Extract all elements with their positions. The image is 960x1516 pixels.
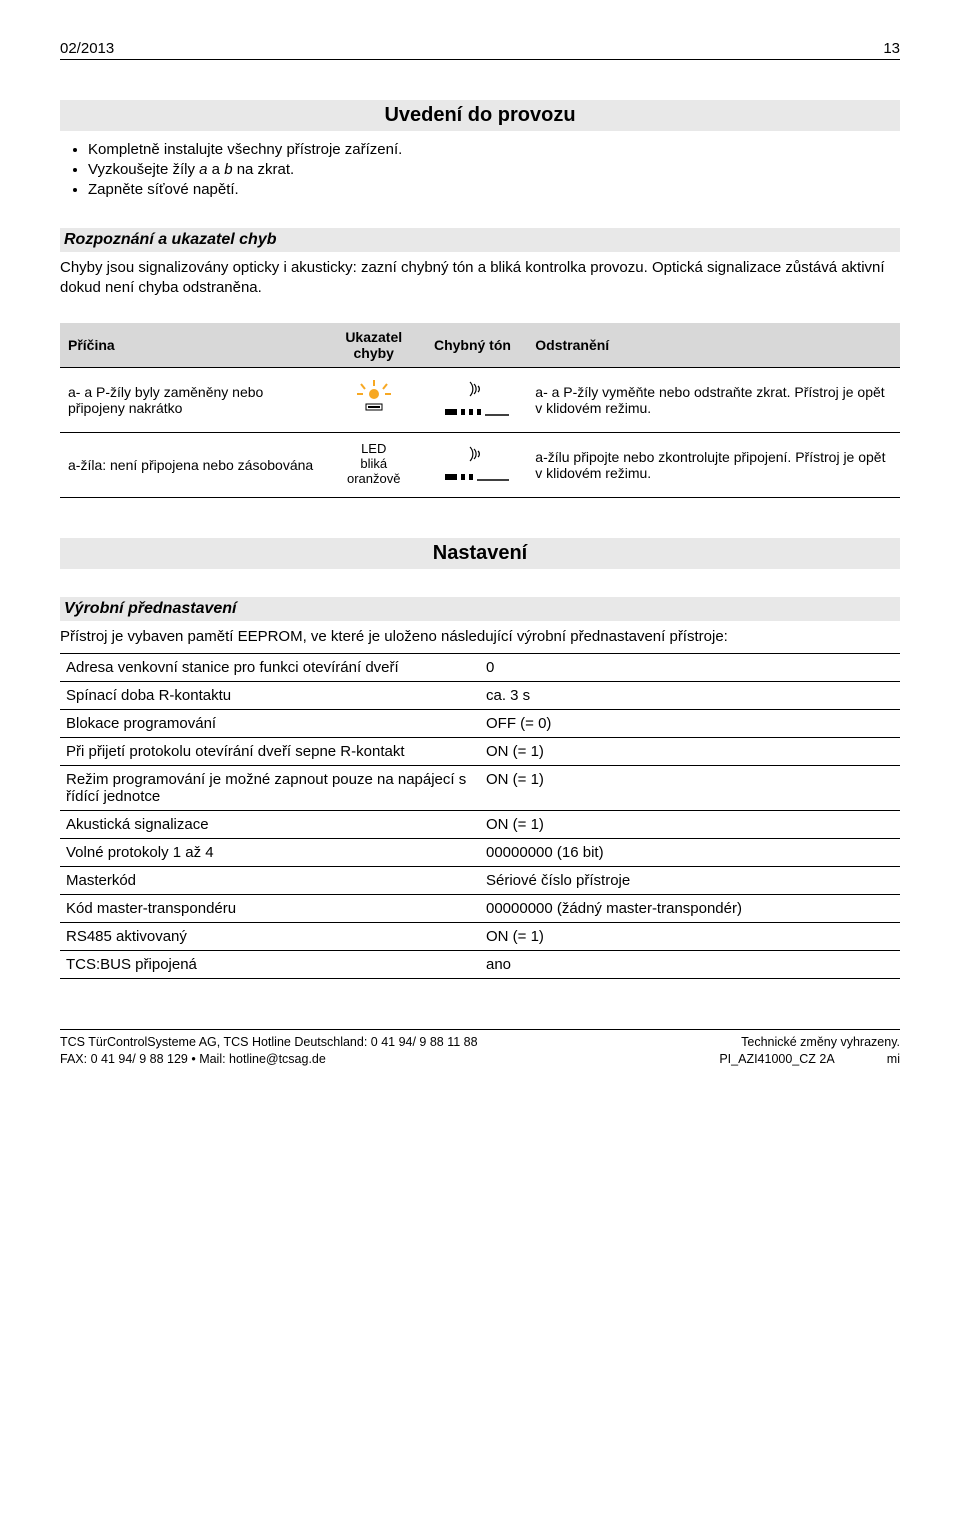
settings-subhead: Výrobní přednastavení (60, 597, 900, 621)
setting-value: Sériové číslo přístroje (480, 866, 900, 894)
setting-value: OFF (= 0) (480, 709, 900, 737)
errors-heading: Rozpoznání a ukazatel chyb (60, 228, 900, 252)
setting-value: 0 (480, 653, 900, 681)
setting-value: 00000000 (žádný master-transpondér) (480, 894, 900, 922)
setting-label: Režim programování je možné zapnout pouz… (60, 765, 480, 810)
table-row: Při přijetí protokolu otevírání dveří se… (60, 737, 900, 765)
table-row: Adresa venkovní stanice pro funkci oteví… (60, 653, 900, 681)
tone-pattern-icon (445, 408, 509, 424)
cause-cell: a- a P-žíly byly zaměněny nebo připojeny… (60, 367, 321, 432)
col-remedy: Odstranění (527, 323, 900, 368)
tone-pattern-icon (445, 473, 509, 489)
setting-value: ON (= 1) (480, 922, 900, 950)
tone-cell (426, 432, 527, 497)
setting-label: Adresa venkovní stanice pro funkci oteví… (60, 653, 480, 681)
table-row: a- a P-žíly byly zaměněny nebo připojeny… (60, 367, 900, 432)
table-row: TCS:BUS připojenáano (60, 950, 900, 978)
setting-value: ca. 3 s (480, 681, 900, 709)
setting-value: ano (480, 950, 900, 978)
footer-right: Technické změny vyhrazeny. PI_AZI41000_C… (719, 1034, 900, 1068)
footer-line: TCS TürControlSysteme AG, TCS Hotline De… (60, 1034, 478, 1051)
col-cause: Příčina (60, 323, 321, 368)
table-row: Volné protokoly 1 až 400000000 (16 bit) (60, 838, 900, 866)
table-row: Spínací doba R-kontaktuca. 3 s (60, 681, 900, 709)
table-row: Kód master-transpondéru00000000 (žádný m… (60, 894, 900, 922)
remedy-cell: a-žílu připojte nebo zkontrolujte připoj… (527, 432, 900, 497)
table-row: MasterkódSériové číslo přístroje (60, 866, 900, 894)
commissioning-title: Uvedení do provozu (60, 100, 900, 131)
errors-text: Chyby jsou signalizovány opticky i akust… (60, 258, 900, 299)
table-row: a-žíla: není připojena nebo zásobována L… (60, 432, 900, 497)
tone-cell (426, 367, 527, 432)
commissioning-bullets: Kompletně instalujte všechny přístroje z… (60, 141, 900, 198)
setting-label: TCS:BUS připojená (60, 950, 480, 978)
settings-table: Adresa venkovní stanice pro funkci oteví… (60, 653, 900, 979)
error-table: Příčina Ukazatel chyby Chybný tón Odstra… (60, 323, 900, 498)
setting-value: ON (= 1) (480, 765, 900, 810)
col-indicator: Ukazatel chyby (321, 323, 425, 368)
table-row: Akustická signalizaceON (= 1) (60, 810, 900, 838)
setting-value: ON (= 1) (480, 737, 900, 765)
footer-line: FAX: 0 41 94/ 9 88 129 • Mail: hotline@t… (60, 1051, 478, 1068)
table-header-row: Příčina Ukazatel chyby Chybný tón Odstra… (60, 323, 900, 368)
setting-label: Při přijetí protokolu otevírání dveří se… (60, 737, 480, 765)
table-row: RS485 aktivovanýON (= 1) (60, 922, 900, 950)
setting-label: Kód master-transpondéru (60, 894, 480, 922)
footer-line: Technické změny vyhrazeny. (719, 1034, 900, 1051)
table-row: Blokace programováníOFF (= 0) (60, 709, 900, 737)
setting-label: Masterkód (60, 866, 480, 894)
bullet-item: Zapněte síťové napětí. (88, 181, 900, 198)
setting-label: Blokace programování (60, 709, 480, 737)
settings-title: Nastavení (60, 538, 900, 569)
setting-label: Volné protokoly 1 až 4 (60, 838, 480, 866)
setting-value: 00000000 (16 bit) (480, 838, 900, 866)
header-left: 02/2013 (60, 40, 114, 57)
led-label-text: LEDblikáoranžově (347, 441, 400, 486)
cause-cell: a-žíla: není připojena nebo zásobována (60, 432, 321, 497)
bullet-item: Kompletně instalujte všechny přístroje z… (88, 141, 900, 158)
remedy-cell: a- a P-žíly vyměňte nebo odstraňte zkrat… (527, 367, 900, 432)
setting-label: RS485 aktivovaný (60, 922, 480, 950)
settings-intro: Přístroj je vybaven pamětí EEPROM, ve kt… (60, 627, 900, 647)
footer-left: TCS TürControlSysteme AG, TCS Hotline De… (60, 1034, 478, 1068)
page-footer: TCS TürControlSysteme AG, TCS Hotline De… (60, 1029, 900, 1068)
header-right: 13 (883, 40, 900, 57)
led-blink-icon (353, 405, 395, 421)
footer-line: PI_AZI41000_CZ 2A mi (719, 1051, 900, 1068)
indicator-cell (321, 367, 425, 432)
setting-label: Spínací doba R-kontaktu (60, 681, 480, 709)
page-header: 02/2013 13 (60, 40, 900, 60)
sound-waves-icon (464, 376, 490, 405)
sound-waves-icon (464, 441, 490, 470)
bullet-item: Vyzkoušejte žíly a a b na zkrat. (88, 161, 900, 178)
indicator-cell: LEDblikáoranžově (321, 432, 425, 497)
bullet-text: Vyzkoušejte žíly a a b na zkrat. (88, 161, 294, 178)
col-tone: Chybný tón (426, 323, 527, 368)
table-row: Režim programování je možné zapnout pouz… (60, 765, 900, 810)
setting-label: Akustická signalizace (60, 810, 480, 838)
setting-value: ON (= 1) (480, 810, 900, 838)
